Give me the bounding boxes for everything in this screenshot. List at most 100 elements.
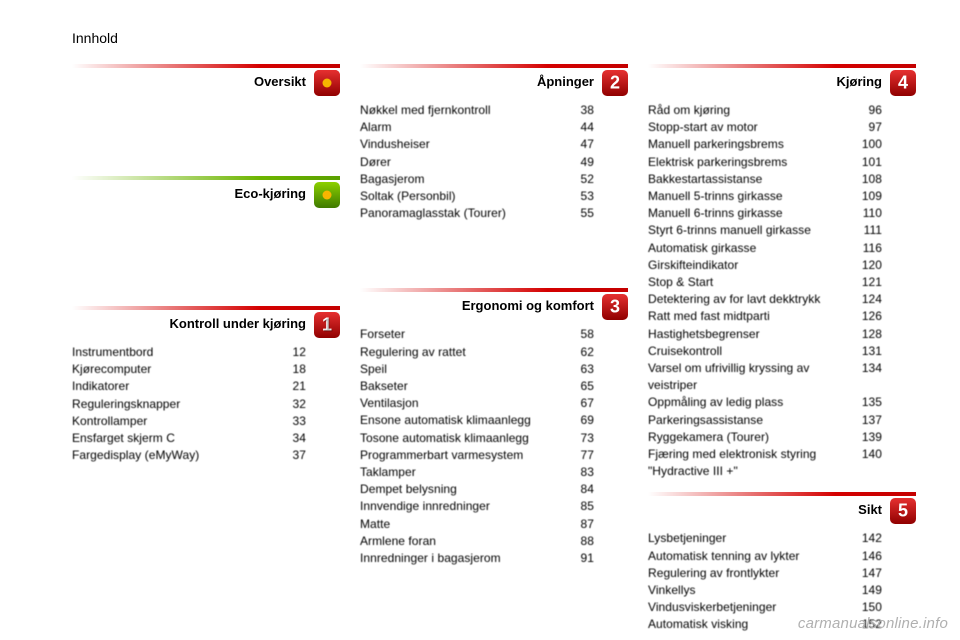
toc-item-page: 49 xyxy=(566,154,594,171)
section-head: Eco-kjøring xyxy=(72,184,340,210)
badge-icon: 11 xyxy=(314,312,340,338)
toc-item-label: Indikatorer xyxy=(72,378,278,395)
toc-item-page: 101 xyxy=(854,154,882,171)
toc-item: Detektering av for lavt dekktrykk124 xyxy=(648,291,882,308)
toc-item: Innvendige innredninger85 xyxy=(360,498,594,515)
toc-item-label: Regulering av frontlykter xyxy=(648,565,854,582)
badge-icon: 3 xyxy=(602,294,628,320)
toc-item-label: Kontrollamper xyxy=(72,413,278,430)
section-title: Sikt xyxy=(858,502,882,517)
section-ergonomi-og-komfort: Ergonomi og komfort 3 Forseter58 Reguler… xyxy=(360,288,628,567)
toc-item: Manuell parkeringsbrems100 xyxy=(648,136,882,153)
section-head: Oversikt xyxy=(72,72,340,98)
toc-item-label: Ensfarget skjerm C xyxy=(72,430,278,447)
toc-item-page: 88 xyxy=(566,533,594,550)
toc-item-page: 52 xyxy=(566,171,594,188)
toc-item-page: 33 xyxy=(278,413,306,430)
toc-item: Innredninger i bagasjerom91 xyxy=(360,550,594,567)
toc-item-label: Soltak (Personbil) xyxy=(360,188,566,205)
toc-item-label: Detektering av for lavt dekktrykk xyxy=(648,291,854,308)
toc-item-page: 87 xyxy=(566,516,594,533)
toc-item-label: Stop & Start xyxy=(648,274,854,291)
toc-item-label: Bakkestartassistanse xyxy=(648,171,854,188)
toc-item-page: 55 xyxy=(566,205,594,222)
toc-item: Girskifteindikator120 xyxy=(648,257,882,274)
toc-item: Indikatorer21 xyxy=(72,378,306,395)
toc-item-page: 62 xyxy=(566,344,594,361)
toc-item: Bakkestartassistanse108 xyxy=(648,171,882,188)
toc-item: Oppmåling av ledig plass135 xyxy=(648,394,882,411)
section-items: Instrumentbord12 Kjørecomputer18 Indikat… xyxy=(72,344,340,464)
toc-item-label: Tosone automatisk klimaanlegg xyxy=(360,430,566,447)
toc-item-page: 140 xyxy=(854,446,882,463)
toc-item-page: 32 xyxy=(278,396,306,413)
toc-item-label: Girskifteindikator xyxy=(648,257,854,274)
section-title: Oversikt xyxy=(254,74,306,89)
toc-item-page: 34 xyxy=(278,430,306,447)
toc-item: Ensone automatisk klimaanlegg69 xyxy=(360,412,594,429)
toc-item: Armlene foran88 xyxy=(360,533,594,550)
toc-item-page: 124 xyxy=(854,291,882,308)
toc-item-page: 150 xyxy=(854,599,882,616)
toc-item-label: Alarm xyxy=(360,119,566,136)
toc-item-page: 109 xyxy=(854,188,882,205)
section-bar xyxy=(648,492,916,496)
toc-item-page: 12 xyxy=(278,344,306,361)
toc-item: Alarm44 xyxy=(360,119,594,136)
toc-item: Parkeringsassistanse137 xyxy=(648,412,882,429)
toc-item-label: Manuell parkeringsbrems xyxy=(648,136,854,153)
toc-item: Tosone automatisk klimaanlegg73 xyxy=(360,430,594,447)
toc-item-label: Regulering av rattet xyxy=(360,344,566,361)
toc-item-label: Forseter xyxy=(360,326,566,343)
watermark: carmanualsonline.info xyxy=(798,615,948,632)
toc-item-page: 142 xyxy=(854,530,882,547)
toc-item-page: 97 xyxy=(854,119,882,136)
toc-item-label: Fargedisplay (eMyWay) xyxy=(72,447,278,464)
toc-item-label: Styrt 6-trinns manuell girkasse xyxy=(648,222,854,239)
toc-item-label: Vindusviskerbetjeninger xyxy=(648,599,854,616)
toc-item-label: Lysbetjeninger xyxy=(648,530,854,547)
toc-item-page: 139 xyxy=(854,429,882,446)
toc-item: Vindusheiser47 xyxy=(360,136,594,153)
toc-item: Regulering av frontlykter147 xyxy=(648,565,882,582)
section-head: Sikt 5 xyxy=(648,500,916,526)
toc-item-label: Dempet belysning xyxy=(360,481,566,498)
badge-icon xyxy=(314,70,340,96)
toc-item: Ryggekamera (Tourer)139 xyxy=(648,429,882,446)
toc-item-label: Råd om kjøring xyxy=(648,102,854,119)
toc-item-page: 58 xyxy=(566,326,594,343)
svg-text:5: 5 xyxy=(898,501,908,521)
toc-item-label: Ryggekamera (Tourer) xyxy=(648,429,854,446)
toc-item: Kjørecomputer18 xyxy=(72,361,306,378)
toc-item: Fjæring med elektronisk styring "Hydract… xyxy=(648,446,882,480)
toc-item-page: 134 xyxy=(854,360,882,377)
section-head: Åpninger 2 xyxy=(360,72,628,98)
toc-item: Lysbetjeninger142 xyxy=(648,530,882,547)
toc-item-label: Ventilasjon xyxy=(360,395,566,412)
section-apninger: Åpninger 2 Nøkkel med fjernkontroll38 Al… xyxy=(360,64,628,222)
toc-item-page: 111 xyxy=(854,222,882,239)
toc-item-label: Vindusheiser xyxy=(360,136,566,153)
toc-item-label: Manuell 6-trinns girkasse xyxy=(648,205,854,222)
svg-text:1: 1 xyxy=(323,316,333,336)
section-title: Ergonomi og komfort xyxy=(462,298,594,313)
toc-item: Kontrollamper33 xyxy=(72,413,306,430)
toc-item: Bagasjerom52 xyxy=(360,171,594,188)
toc-item: Automatisk girkasse116 xyxy=(648,240,882,257)
toc-item: Bakseter65 xyxy=(360,378,594,395)
section-title: Kjøring xyxy=(837,74,883,89)
toc-item-label: Fjæring med elektronisk styring "Hydract… xyxy=(648,446,854,480)
toc-item: Ratt med fast midtparti126 xyxy=(648,308,882,325)
toc-item-page: 147 xyxy=(854,565,882,582)
toc-item: Råd om kjøring96 xyxy=(648,102,882,119)
section-sikt: Sikt 5 Lysbetjeninger142 Automatisk tenn… xyxy=(648,492,916,633)
toc-item: Ensfarget skjerm C34 xyxy=(72,430,306,447)
toc-item-page: 100 xyxy=(854,136,882,153)
toc-item: Stop & Start121 xyxy=(648,274,882,291)
toc-item: Ventilasjon67 xyxy=(360,395,594,412)
toc-item: Nøkkel med fjernkontroll38 xyxy=(360,102,594,119)
toc-item-page: 63 xyxy=(566,361,594,378)
toc-item-page: 83 xyxy=(566,464,594,481)
section-bar xyxy=(360,64,628,68)
toc-item-label: Varsel om ufrivillig kryssing av veistri… xyxy=(648,360,854,394)
